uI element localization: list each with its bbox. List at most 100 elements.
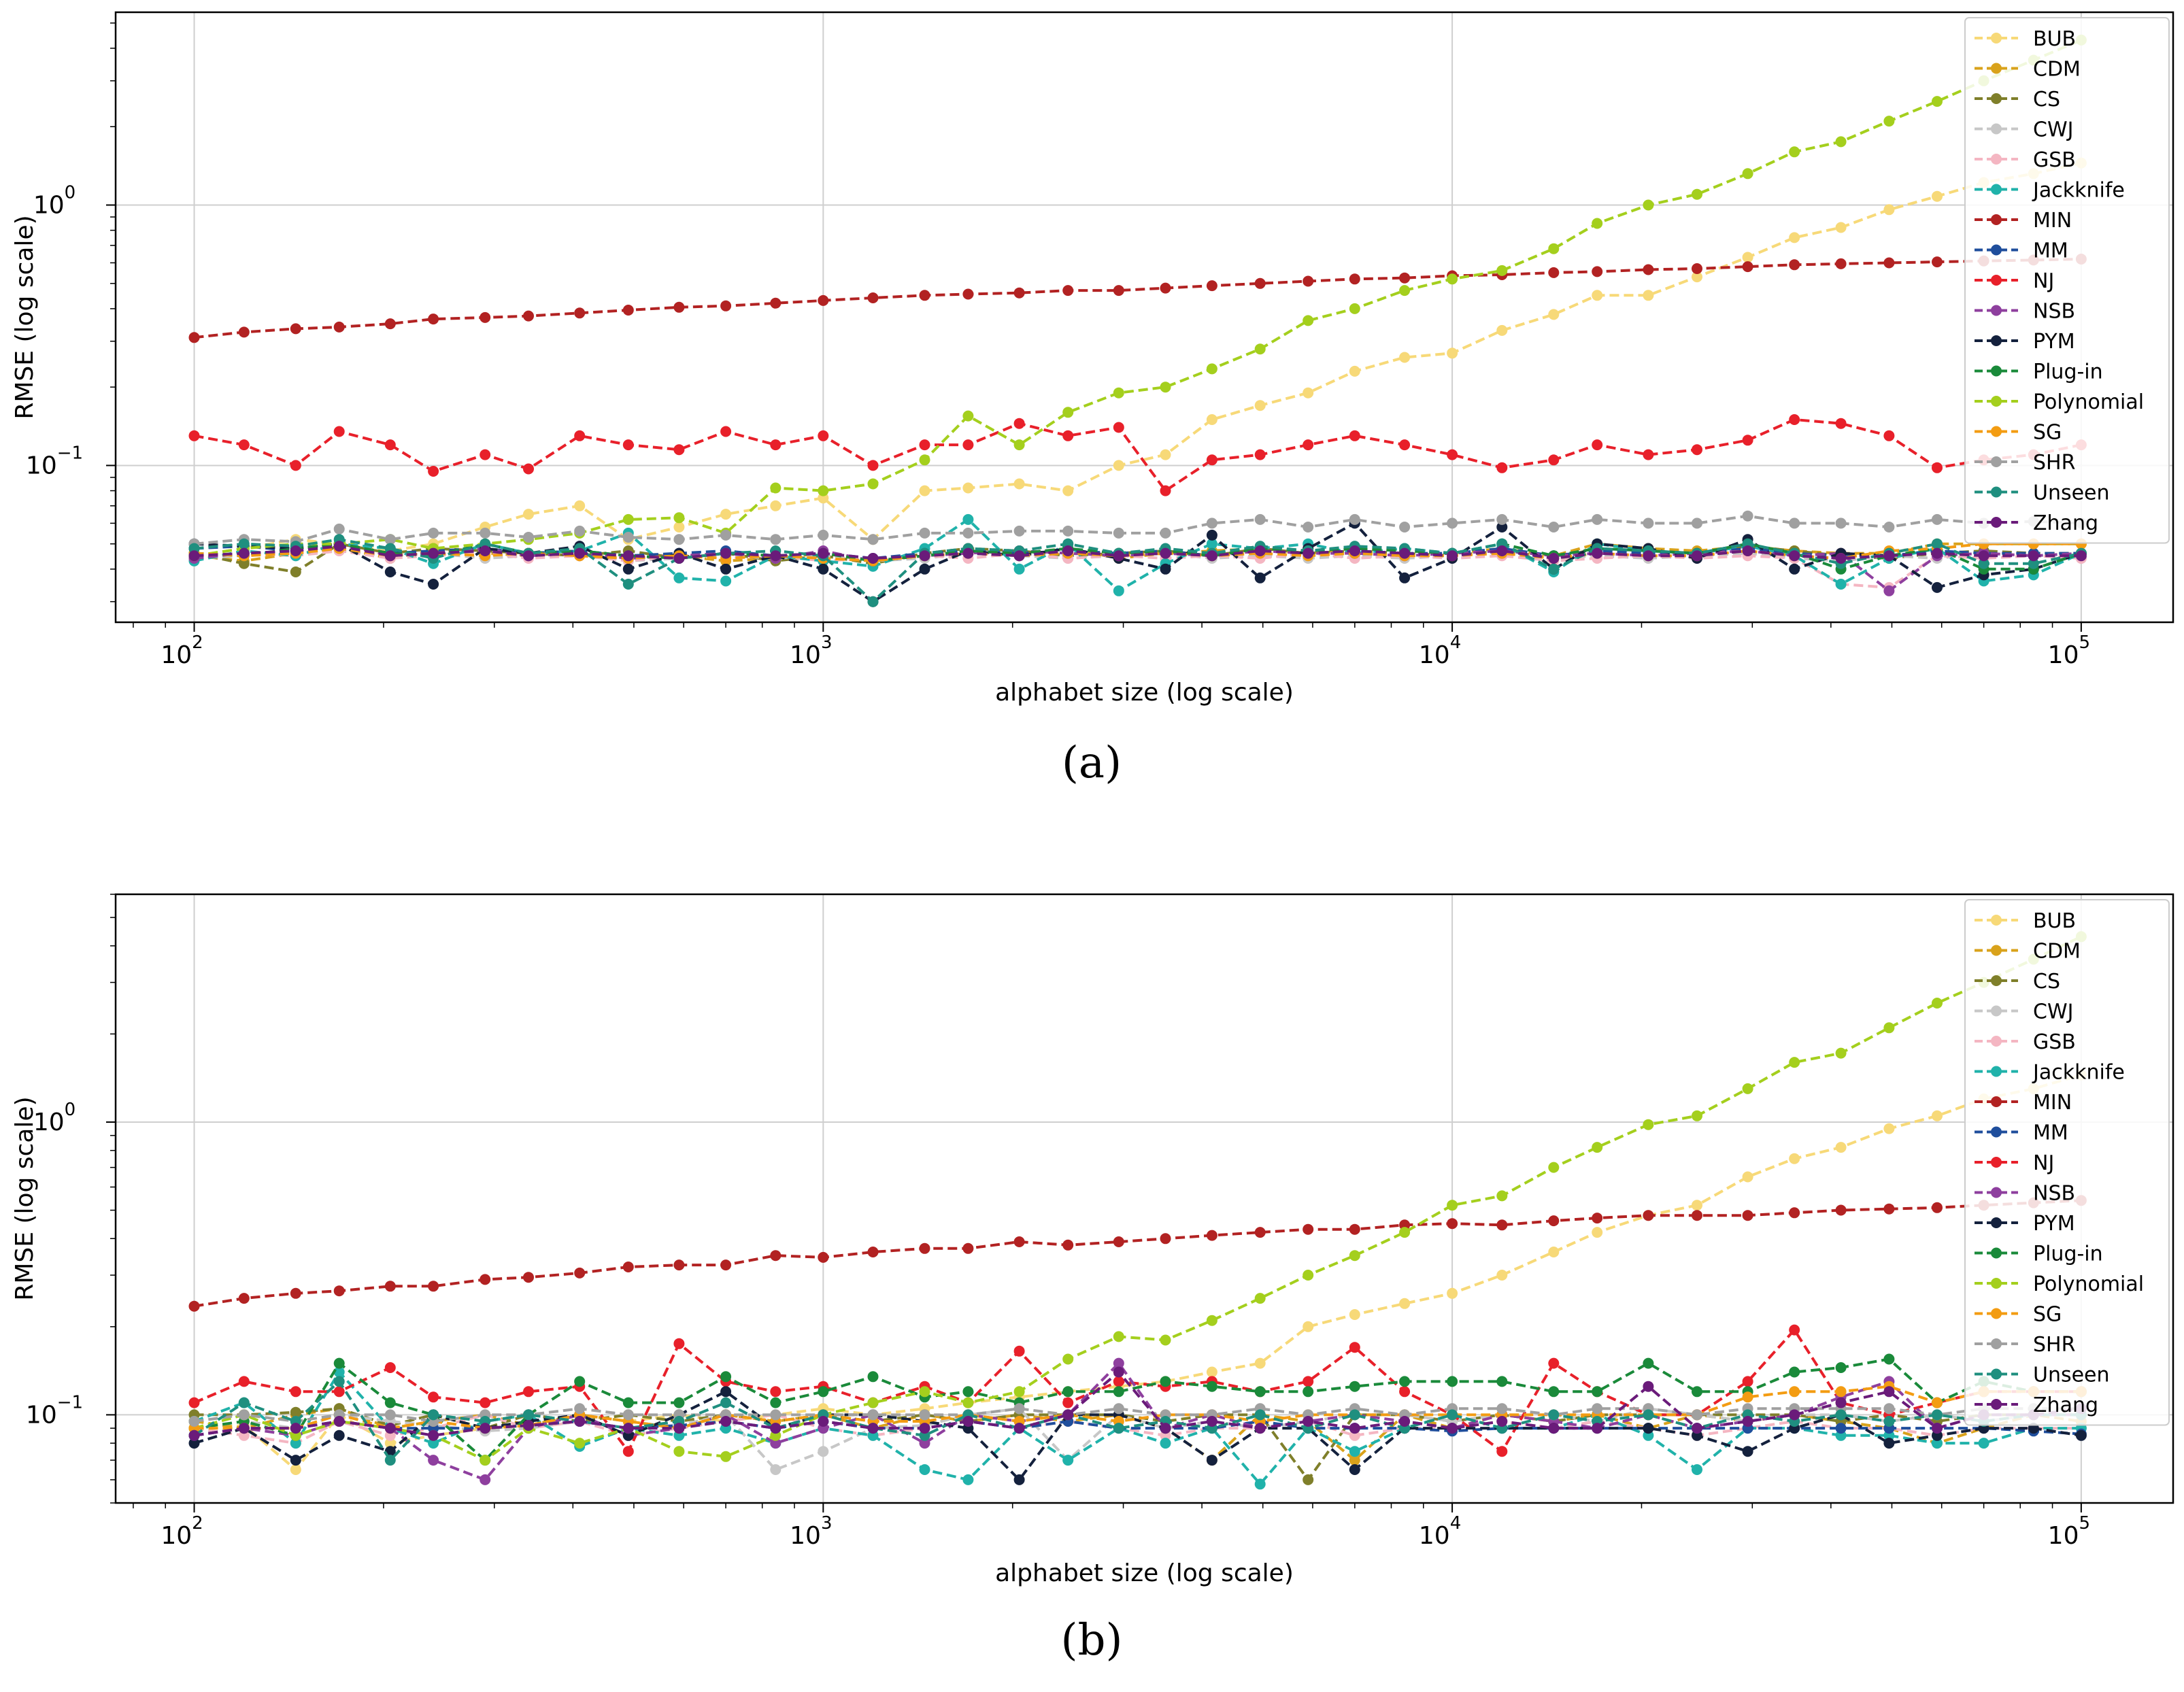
data-point-nj [188,430,200,441]
data-point-pym [720,1386,732,1398]
data-point-shr [962,527,974,539]
data-point-nj [1835,418,1847,429]
data-point-bub [290,1464,301,1475]
data-point-nsb [1883,585,1895,596]
data-point-min [919,1242,930,1254]
data-point-min [622,1262,634,1272]
data-point-min [770,297,782,309]
data-point-zhang [1349,1423,1360,1434]
data-point-polynomial [818,485,829,496]
data-point-min [333,321,345,333]
data-point-zhang [1349,545,1360,556]
y-axis-label: RMSE (log scale) [11,215,39,419]
legend-label-cwj: CWJ [2033,1000,2073,1024]
panel-a-label: (a) [1061,738,1122,788]
legend-marker-plug-in [1991,365,2002,377]
data-point-plug-in [818,1386,829,1398]
data-point-polynomial [673,512,685,524]
x-tick-label: 104 [1419,632,1461,669]
legend: BUB CDM CS CWJ GSB Jackknife MIN MM NJ NSB PYM Plug… [1964,899,2170,1426]
legend-marker-unseen [1991,486,2002,498]
data-point-polynomial [1548,243,1560,254]
data-point-pym [1932,581,1943,593]
data-point-shr [480,527,491,539]
data-point-zhang [818,1416,829,1427]
data-point-nj [1113,422,1124,433]
data-point-polynomial [1643,1119,1654,1130]
data-point-shr [622,1409,634,1421]
data-point-zhang [1548,553,1560,564]
data-point-shr [622,532,634,543]
x-axis-label: alphabet size (log scale) [995,1559,1294,1587]
data-point-pym [1160,563,1171,575]
data-point-polynomial [1742,1083,1753,1094]
legend-marker-cwj [1991,123,2002,135]
y-axis-label: RMSE (log scale) [11,1096,39,1300]
data-point-polynomial [1254,343,1266,355]
data-point-jackknife [1349,1446,1360,1457]
data-point-polynomial [1496,1190,1508,1202]
data-point-polynomial [1013,1386,1025,1398]
data-point-zhang [1835,553,1847,564]
data-point-polynomial [1160,382,1171,393]
data-point-bub [919,485,930,496]
legend-label-jackknife: Jackknife [2032,179,2125,203]
data-point-bub [1548,309,1560,320]
data-point-sg [1932,1397,1943,1408]
series-line-bub [194,161,2082,558]
series-group [188,34,2087,607]
legend-label-cwj: CWJ [2033,118,2073,142]
data-point-shr [238,1409,250,1421]
data-point-jackknife [1160,1438,1171,1449]
data-point-min [574,307,586,319]
data-point-unseen [1349,1409,1360,1421]
data-point-min [1592,1213,1603,1224]
data-point-plug-in [1692,1386,1702,1398]
y-tick-label: 10−1 [26,443,83,479]
data-point-bub [523,509,534,520]
data-point-min [818,1251,829,1263]
legend-marker-sg [1991,426,2002,437]
data-point-pym [1013,1474,1025,1485]
data-point-min [1883,257,1895,269]
data-point-plug-in [1399,1376,1411,1387]
data-point-polynomial [1883,1022,1895,1034]
data-point-min [1932,1202,1943,1213]
data-point-shr [1932,513,1943,525]
data-point-zhang [818,547,829,559]
legend-marker-cs [1991,975,2002,986]
series-line-min [194,1199,2081,1308]
data-point-unseen [333,1376,345,1387]
data-point-bub [962,482,974,494]
data-point-zhang [1883,1386,1895,1398]
data-point-jackknife [962,1474,974,1485]
data-point-min [1399,272,1411,284]
data-point-min [1013,287,1025,299]
data-point-min [333,1285,345,1297]
data-point-zhang [1447,550,1458,562]
data-point-plug-in [1349,1381,1360,1392]
data-point-min [962,288,974,300]
data-point-bub [1113,460,1124,471]
legend-label-polynomial: Polynomial [2033,390,2144,414]
data-point-nj [673,444,685,456]
data-point-jackknife [962,513,974,525]
data-point-pym [1349,1464,1360,1475]
data-point-min [428,1281,439,1292]
data-point-zhang [188,1429,200,1441]
data-point-unseen [1113,1423,1124,1434]
data-point-min [574,1267,586,1279]
legend-label-polynomial: Polynomial [2033,1272,2144,1296]
legend-label-plug-in: Plug-in [2033,360,2103,384]
legend-marker-polynomial [1991,396,2002,407]
data-point-zhang [574,1416,586,1427]
data-point-pym [622,563,634,575]
data-point-min [1206,280,1217,292]
data-point-polynomial [770,482,782,494]
data-point-zhang [1013,1423,1025,1434]
data-point-nj [818,430,829,441]
legend-marker-mm [1991,1126,2002,1138]
data-point-min [1496,1219,1508,1231]
data-point-jackknife [290,1438,301,1449]
data-point-zhang [720,1416,732,1427]
